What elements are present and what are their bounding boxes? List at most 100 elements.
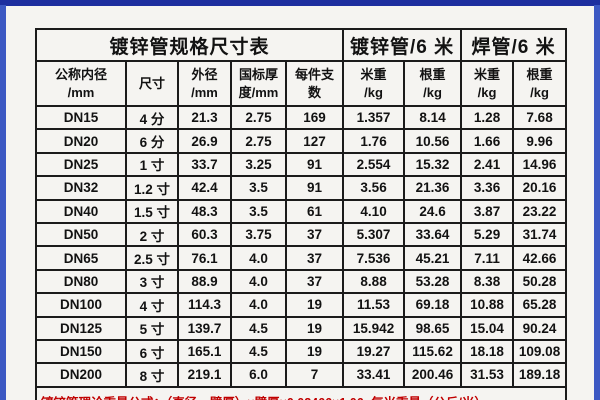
table-cell: 48.3 xyxy=(177,198,232,224)
table-cell: 10.88 xyxy=(460,292,515,318)
table-row: DN65 2.5 寸 76.1 4.0 37 7.536 45.21 7.11 42.66 xyxy=(35,245,568,271)
table-cell: DN32 xyxy=(35,175,127,201)
table-cell: 19 xyxy=(284,315,345,341)
table-cell: 4.0 xyxy=(230,268,287,295)
table-cell: 42.4 xyxy=(177,175,232,201)
table-cell: 4 寸 xyxy=(125,292,179,318)
table-cell: 1.5 寸 xyxy=(125,198,179,224)
table-cell: 8 寸 xyxy=(125,362,179,388)
table-cell: 4.0 xyxy=(230,245,287,271)
table-cell: 33.41 xyxy=(342,362,406,388)
table-cell: 4.10 xyxy=(342,198,406,224)
table-cell: 19 xyxy=(284,292,345,318)
table-cell: DN80 xyxy=(35,268,127,295)
table-cell: DN20 xyxy=(35,128,127,154)
table-cell: 33.7 xyxy=(177,151,232,178)
table-cell: 21.3 xyxy=(177,104,232,131)
table-cell: 2.41 xyxy=(460,151,515,178)
col-header-pieces-per-bundle: 每件支 数 xyxy=(284,60,345,107)
table-cell: 31.53 xyxy=(460,362,515,388)
table-cell: 1.66 xyxy=(460,128,515,154)
table-cell: 53.28 xyxy=(403,268,463,295)
table-cell: 219.1 xyxy=(177,362,232,388)
col-header-standard-thickness: 国标厚 度/mm xyxy=(230,60,287,107)
table-cell: 8.38 xyxy=(460,268,515,295)
col-header-outer-diameter: 外径 /mm xyxy=(177,60,232,107)
table-cell: 109.08 xyxy=(512,338,568,365)
table-cell: 3.56 xyxy=(342,175,406,201)
table-cell: 6 寸 xyxy=(125,338,179,365)
table-cell: DN15 xyxy=(35,104,127,131)
table-cell: 10.56 xyxy=(403,128,463,154)
col-header-weight-per-pipe-welded: 根重 /kg xyxy=(512,60,568,107)
table-cell: 1.357 xyxy=(342,104,406,131)
table-cell: 127 xyxy=(284,128,345,154)
table-cell: 115.62 xyxy=(403,338,463,365)
column-header-row: 公称内径 /mm 尺寸 外径 /mm 国标厚 度/mm 每件支 数 米重 /kg… xyxy=(35,60,568,107)
spec-table-body: DN15 4 分 21.3 2.75 169 1.357 8.14 1.28 7.68 DN20 6… xyxy=(35,104,568,388)
table-cell: 33.64 xyxy=(403,221,463,248)
table-cell: 3.5 xyxy=(230,198,287,224)
table-cell: 5 寸 xyxy=(125,315,179,341)
table-row: DN32 1.2 寸 42.4 3.5 91 3.56 21.36 3.36 20.16 xyxy=(35,175,568,201)
table-cell: 61 xyxy=(284,198,345,224)
table-cell: 169 xyxy=(284,104,345,131)
table-cell: 5.29 xyxy=(460,221,515,248)
table-cell: 3 寸 xyxy=(125,268,179,295)
title-row: 镀锌管规格尺寸表 镀锌管/6 米 焊管/6 米 xyxy=(34,28,568,62)
table-cell: 4.5 xyxy=(230,338,287,365)
table-cell: DN50 xyxy=(35,221,127,248)
table-cell: 4.0 xyxy=(230,292,287,318)
col-header-weight-per-pipe-galvanized: 根重 /kg xyxy=(403,60,463,107)
pipe-spec-table: 镀锌管规格尺寸表 镀锌管/6 米 焊管/6 米 公称内径 /mm 尺寸 外径 /… xyxy=(34,28,568,400)
table-cell: 98.65 xyxy=(403,315,463,341)
col-header-size: 尺寸 xyxy=(125,60,179,107)
col-header-nominal-diameter: 公称内径 /mm xyxy=(35,60,127,107)
table-title: 镀锌管规格尺寸表 xyxy=(34,28,345,62)
table-cell: DN65 xyxy=(35,245,127,271)
table-row: DN15 4 分 21.3 2.75 169 1.357 8.14 1.28 7.68 xyxy=(35,104,568,131)
table-cell: DN200 xyxy=(35,362,127,388)
formula-row: 镀锌管理论重量公式：（直径－壁厚）×壁厚×0.02466×1.06=每米重量（公… xyxy=(34,385,568,400)
table-cell: 76.1 xyxy=(177,245,232,271)
table-cell: 45.21 xyxy=(403,245,463,271)
table-cell: 2 寸 xyxy=(125,221,179,248)
table-cell: 60.3 xyxy=(177,221,232,248)
table-cell: DN25 xyxy=(35,151,127,178)
table-cell: 4 分 xyxy=(125,104,179,131)
table-cell: 7.536 xyxy=(342,245,406,271)
table-cell: 9.96 xyxy=(512,128,568,154)
group-header-galvanized-pipe: 镀锌管/6 米 xyxy=(342,28,463,62)
table-cell: 3.36 xyxy=(460,175,515,201)
table-cell: 7.11 xyxy=(460,245,515,271)
table-cell: 3.87 xyxy=(460,198,515,224)
col-header-weight-per-meter-welded: 米重 /kg xyxy=(460,60,515,107)
table-cell: 189.18 xyxy=(512,362,568,388)
top-frame-border xyxy=(0,0,600,6)
table-cell: 42.66 xyxy=(512,245,568,271)
table-cell: 15.04 xyxy=(460,315,515,341)
table-cell: 14.96 xyxy=(512,151,568,178)
table-row: DN150 6 寸 165.1 4.5 19 19.27 115.62 18.18 109.08 xyxy=(35,338,568,365)
table-cell: 6 分 xyxy=(125,128,179,154)
table-cell: 2.75 xyxy=(230,104,287,131)
table-cell: 90.24 xyxy=(512,315,568,341)
table-cell: 200.46 xyxy=(403,362,463,388)
col-header-weight-per-meter-galvanized: 米重 /kg xyxy=(342,60,406,107)
table-cell: 5.307 xyxy=(342,221,406,248)
table-cell: 37 xyxy=(284,221,345,248)
table-row: DN80 3 寸 88.9 4.0 37 8.88 53.28 8.38 50.28 xyxy=(35,268,568,295)
table-cell: 1.2 寸 xyxy=(125,175,179,201)
table-cell: 31.74 xyxy=(512,221,568,248)
group-header-welded-pipe: 焊管/6 米 xyxy=(460,28,568,62)
table-cell: 15.32 xyxy=(403,151,463,178)
table-cell: 15.942 xyxy=(342,315,406,341)
table-cell: 114.3 xyxy=(177,292,232,318)
table-cell: 21.36 xyxy=(403,175,463,201)
table-cell: 2.5 寸 xyxy=(125,245,179,271)
table-cell: 7 xyxy=(284,362,345,388)
table-cell: DN100 xyxy=(35,292,127,318)
table-cell: 20.16 xyxy=(512,175,568,201)
table-cell: 6.0 xyxy=(230,362,287,388)
